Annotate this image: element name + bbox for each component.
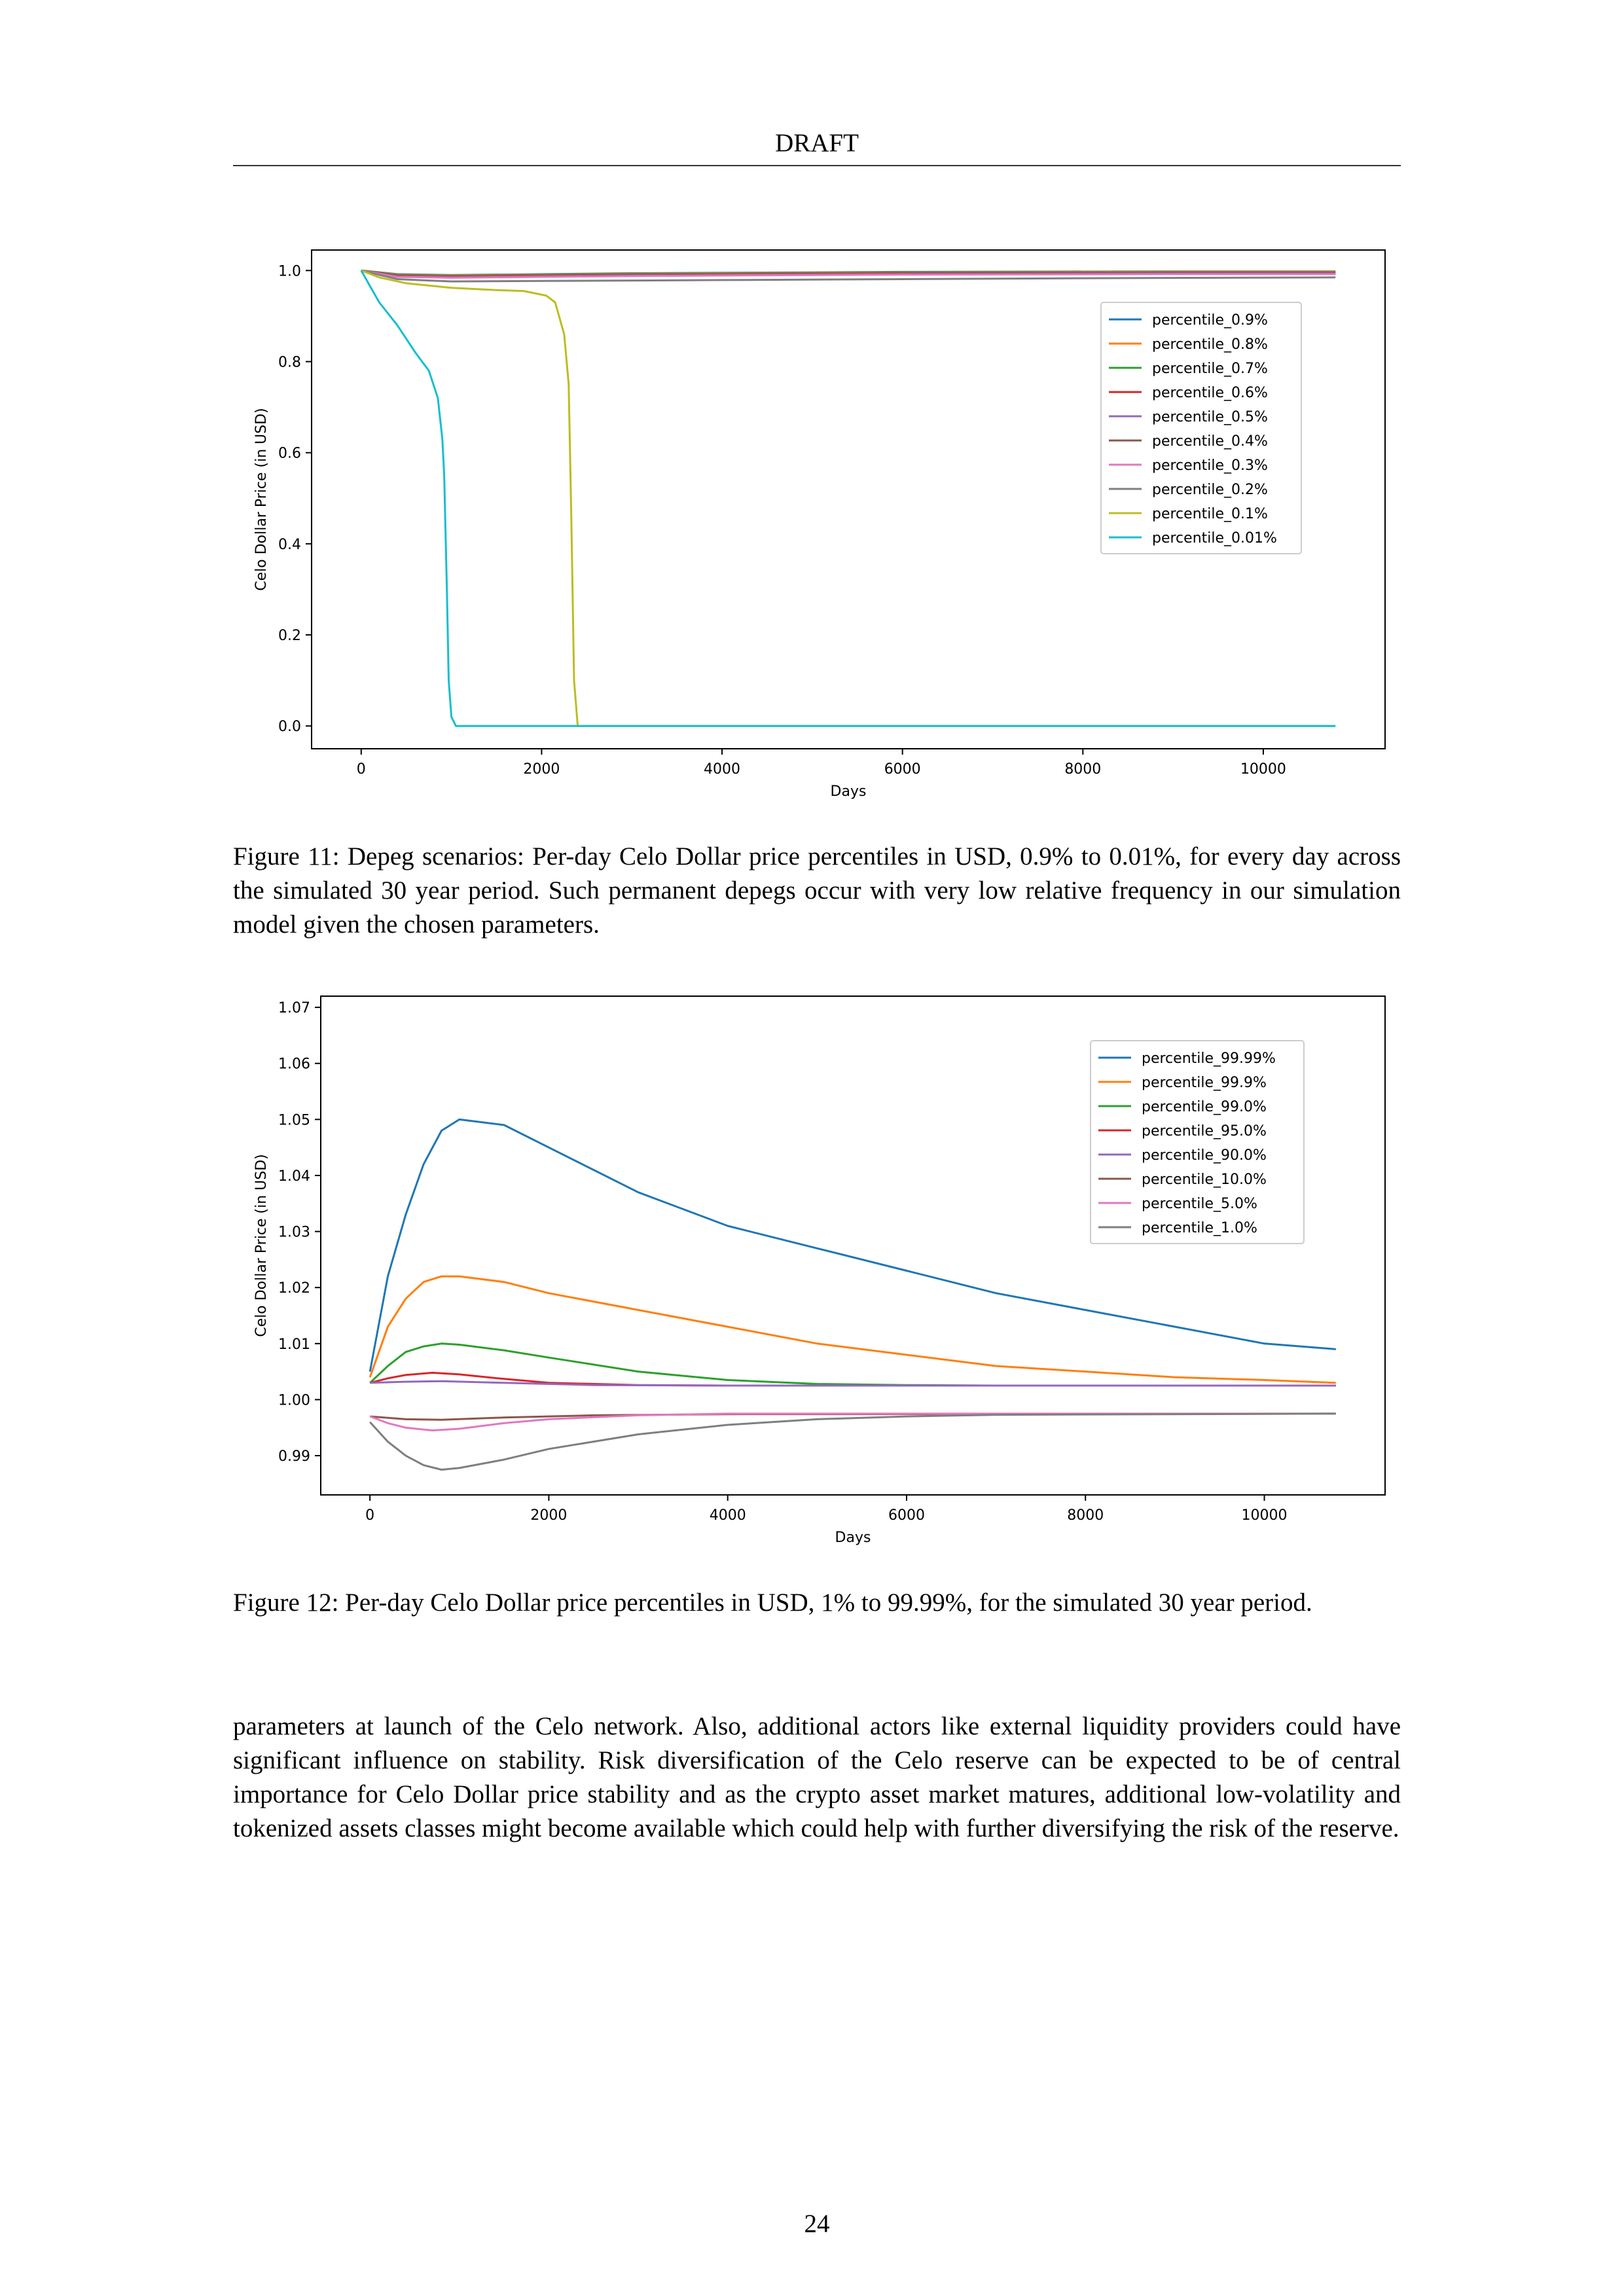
fig11-x-tick-label: 8000: [1064, 761, 1101, 778]
fig11-x-tick-label: 10000: [1240, 761, 1286, 778]
fig12-legend-label-0: percentile_99.99%: [1142, 1050, 1276, 1067]
fig11-legend-label-1: percentile_0.8%: [1152, 336, 1268, 353]
figure-12-caption: Figure 12: Per-day Celo Dollar price per…: [233, 1588, 1312, 1617]
fig12-y-tick-label: 0.99: [278, 1448, 310, 1465]
fig11-y-tick-label: 1.0: [278, 263, 301, 279]
fig12-legend-label-7: percentile_1.0%: [1142, 1220, 1257, 1236]
fig11-x-tick-label: 4000: [704, 761, 740, 778]
fig12-legend-label-3: percentile_95.0%: [1142, 1123, 1267, 1139]
fig11-series-line-7: [361, 269, 1336, 283]
fig11-x-axis-label: Days: [831, 783, 867, 800]
fig11-y-axis-label: Celo Dollar Price (in USD): [253, 408, 270, 591]
fig12-legend-label-4: percentile_90.0%: [1142, 1147, 1267, 1164]
fig11-series-line-9: [360, 270, 1336, 727]
fig12-y-tick-label: 1.05: [278, 1112, 310, 1128]
fig12-x-tick-label: 6000: [888, 1507, 925, 1524]
fig12-plot-frame: [320, 996, 1386, 1496]
fig12-legend-box: [1090, 1040, 1305, 1244]
fig11-legend-label-2: percentile_0.7%: [1152, 361, 1268, 377]
fig12-legend-label-2: percentile_99.0%: [1142, 1099, 1267, 1115]
fig12-y-tick-label: 1.00: [278, 1392, 310, 1408]
fig11-legend-label-7: percentile_0.2%: [1152, 482, 1268, 498]
fig11-y-tick-label: 0.4: [278, 537, 301, 553]
fig12-y-tick-label: 1.03: [278, 1225, 310, 1241]
figure-12-chart: 0 2000 4000 6000 8000 10000 0.99 1.00 1.01 1.02 1.…: [253, 996, 1386, 1546]
fig11-y-tick-label: 0.0: [278, 719, 301, 735]
fig11-legend-label-4: percentile_0.5%: [1152, 409, 1268, 425]
fig12-x-tick-label: 10000: [1242, 1507, 1288, 1524]
running-header: DRAFT: [775, 129, 859, 157]
fig11-x-tick-label: 6000: [884, 761, 921, 778]
page-number: 24: [804, 2210, 830, 2238]
fig11-legend-label-9: percentile_0.01%: [1152, 530, 1277, 547]
fig12-series-line-6: [369, 1412, 1336, 1431]
figure-11: 0 2000 4000 6000 8000 10000 0.0 0.2 0.4 0.6 0.8 1.0…: [233, 236, 1401, 812]
fig11-series-line-6: [361, 269, 1336, 279]
fig11-series-line-8: [361, 269, 1336, 727]
fig11-legend-label-5: percentile_0.4%: [1152, 433, 1268, 450]
fig12-series-line-4: [370, 1380, 1336, 1387]
fig11-legend-label-6: percentile_0.3%: [1152, 457, 1268, 474]
figure-11-caption: Figure 11: Depeg scenarios: Per-day Celo…: [233, 842, 1401, 939]
fig11-x-tick-label: 0: [357, 761, 366, 778]
body-paragraph: parameters at launch of the Celo network…: [233, 1712, 1401, 1842]
fig11-y-tick-label: 0.8: [278, 354, 301, 370]
fig12-y-tick-label: 1.07: [278, 1000, 310, 1016]
fig12-y-tick-label: 1.01: [278, 1336, 310, 1353]
fig12-y-axis-label: Celo Dollar Price (in USD): [253, 1154, 270, 1337]
fig11-y-tick-label: 0.6: [278, 446, 301, 462]
fig12-x-tick-label: 2000: [530, 1507, 567, 1524]
fig11-y-tick-label: 0.2: [278, 628, 301, 644]
figure-12: 0 2000 4000 6000 8000 10000 0.99 1.00 1.01 1.02 1.…: [233, 982, 1401, 1558]
fig12-series-line-0: [369, 1118, 1336, 1372]
fig12-x-tick-label: 0: [365, 1507, 374, 1524]
fig11-x-tick-label: 2000: [523, 761, 560, 778]
header-rule: [233, 165, 1401, 166]
fig12-series-line-7: [369, 1412, 1336, 1471]
fig12-legend-label-1: percentile_99.9%: [1142, 1075, 1267, 1091]
fig12-x-axis-label: Days: [835, 1530, 871, 1546]
fig12-x-tick-label: 8000: [1067, 1507, 1104, 1524]
fig12-legend-label-6: percentile_5.0%: [1142, 1196, 1257, 1212]
fig12-y-tick-label: 1.04: [278, 1168, 310, 1185]
fig11-legend-label-3: percentile_0.6%: [1152, 385, 1268, 401]
fig11-legend-label-8: percentile_0.1%: [1152, 506, 1268, 522]
fig11-plot-frame: [311, 249, 1386, 749]
fig12-x-tick-label: 4000: [710, 1507, 746, 1524]
figure-11-chart: 0 2000 4000 6000 8000 10000 0.0 0.2 0.4 0.6 0.8 1.0…: [253, 249, 1386, 800]
fig11-legend-box: [1100, 302, 1302, 554]
fig11-legend-label-0: percentile_0.9%: [1152, 312, 1268, 329]
fig12-legend-label-5: percentile_10.0%: [1142, 1172, 1267, 1188]
fig12-y-tick-label: 1.02: [278, 1280, 310, 1297]
fig12-series-line-1: [369, 1275, 1336, 1384]
fig12-y-tick-label: 1.06: [278, 1056, 310, 1073]
